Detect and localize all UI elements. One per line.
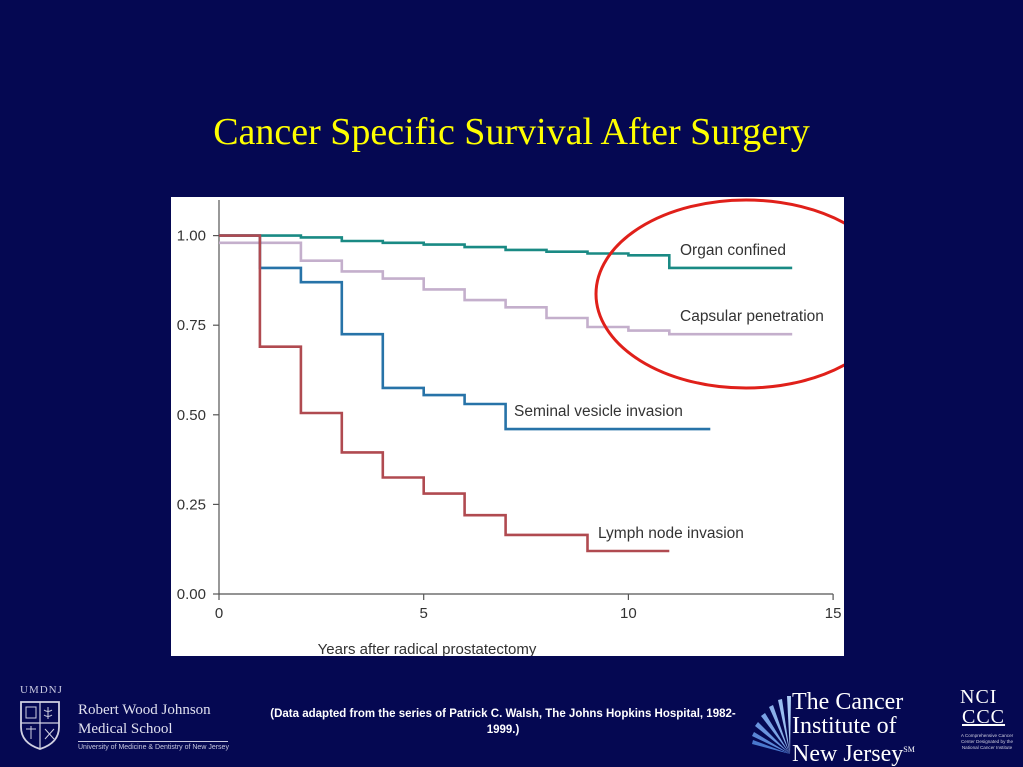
x-tick-label: 5: [420, 605, 428, 622]
cinj-logo: The Cancer Institute of New JerseySM: [746, 688, 946, 766]
series-line-seminal-vesicle-invasion: [219, 234, 711, 431]
y-tick-label: 0.00: [177, 586, 206, 603]
umdnj-rwj-logo: UMDNJ Robert Wood Johnson Medical School…: [14, 684, 264, 756]
series-line-lymph-node-invasion: [219, 234, 670, 553]
logo-divider: [78, 741, 228, 742]
chart-series: [219, 234, 793, 553]
rwj-name: Robert Wood Johnson: [78, 702, 211, 718]
x-axis-label: Years after radical prostatectomy: [318, 641, 537, 656]
y-tick-label: 0.50: [177, 407, 206, 424]
cinj-line-1: The Cancer: [792, 689, 904, 715]
ccc-mark: CCC: [962, 706, 1006, 728]
x-tick-label: 0: [215, 605, 223, 622]
highlight-ellipse: [594, 198, 844, 390]
service-mark: SM: [903, 745, 915, 754]
cinj-line-3-wrap: New JerseySM: [792, 738, 915, 766]
y-tick-label: 1.00: [177, 228, 206, 245]
nci-mark: NCI: [960, 686, 998, 708]
umdnj-abbreviation: UMDNJ: [20, 684, 63, 696]
series-label-organ-confined: Organ confined: [680, 242, 786, 259]
cinj-line-2: Institute of: [792, 713, 897, 739]
fan-rays-icon: [752, 696, 791, 754]
cinj-line-3: New Jersey: [792, 741, 904, 767]
series-label-capsular-penetration: Capsular penetration: [680, 308, 824, 325]
series-label-lymph-node-invasion: Lymph node invasion: [598, 525, 744, 542]
y-tick-label: 0.25: [177, 496, 206, 513]
shield-icon: [20, 701, 60, 750]
umdnj-university: University of Medicine & Dentistry of Ne…: [78, 744, 229, 751]
nci-ccc-logo: NCI CCC A Comprehensive Cancer Center De…: [952, 687, 1022, 765]
x-tick-label: 15: [825, 605, 842, 622]
y-tick-label: 0.75: [177, 317, 206, 334]
nci-designation: A Comprehensive Cancer Center Designated…: [960, 733, 1014, 750]
chart-canvas: 1.00 0.75 0.50 0.25 0.00 0 5 10 15 Organ confine…: [177, 198, 844, 656]
slide-title: Cancer Specific Survival After Surgery: [213, 111, 810, 153]
chart-axes: 1.00 0.75 0.50 0.25 0.00 0 5 10 15: [177, 200, 842, 622]
x-tick-label: 10: [620, 605, 637, 622]
series-label-seminal-vesicle-invasion: Seminal vesicle invasion: [514, 403, 683, 420]
data-source-note: (Data adapted from the series of Patrick…: [270, 708, 736, 736]
chart-series-labels: Organ confined Capsular penetration Semina…: [514, 242, 824, 542]
rwj-school: Medical School: [78, 721, 173, 737]
survival-chart: 1.00 0.75 0.50 0.25 0.00 0 5 10 15 Organ confine…: [171, 197, 844, 656]
series-line-organ-confined: [219, 234, 793, 270]
series-line-capsular-penetration: [219, 241, 793, 336]
